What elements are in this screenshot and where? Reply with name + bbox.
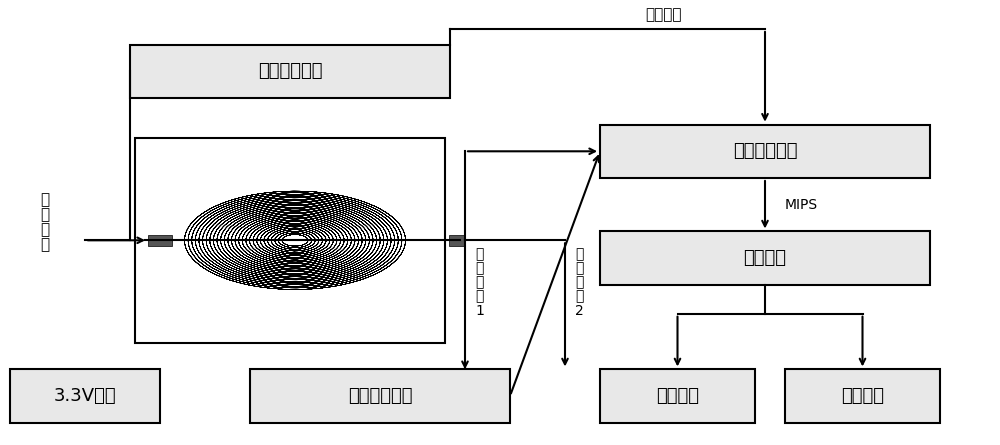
Bar (135, 138, 445, 343)
Text: 差分放大单元: 差分放大单元 (348, 387, 412, 405)
Text: 检
测
信
号
2: 检 测 信 号 2 (575, 247, 584, 318)
Bar (148, 235, 172, 246)
FancyBboxPatch shape (600, 369, 755, 423)
FancyBboxPatch shape (600, 231, 930, 285)
FancyBboxPatch shape (600, 125, 930, 178)
Text: 相位检测单元: 相位检测单元 (733, 142, 797, 160)
Text: MIPS: MIPS (785, 198, 818, 212)
FancyBboxPatch shape (250, 369, 510, 423)
Text: 交流信号单元: 交流信号单元 (258, 62, 322, 80)
Bar (449, 235, 465, 246)
Text: 3.3V电源: 3.3V电源 (54, 387, 116, 405)
Text: 激
励
信
号: 激 励 信 号 (40, 193, 50, 252)
FancyBboxPatch shape (10, 369, 160, 423)
Text: 存储单元: 存储单元 (841, 387, 884, 405)
Text: 显示单元: 显示单元 (656, 387, 699, 405)
FancyBboxPatch shape (130, 44, 450, 98)
Text: 参考信号: 参考信号 (645, 7, 682, 22)
FancyBboxPatch shape (785, 369, 940, 423)
Text: 处理单元: 处理单元 (744, 249, 786, 267)
Text: 检
测
信
号
1: 检 测 信 号 1 (475, 247, 484, 318)
